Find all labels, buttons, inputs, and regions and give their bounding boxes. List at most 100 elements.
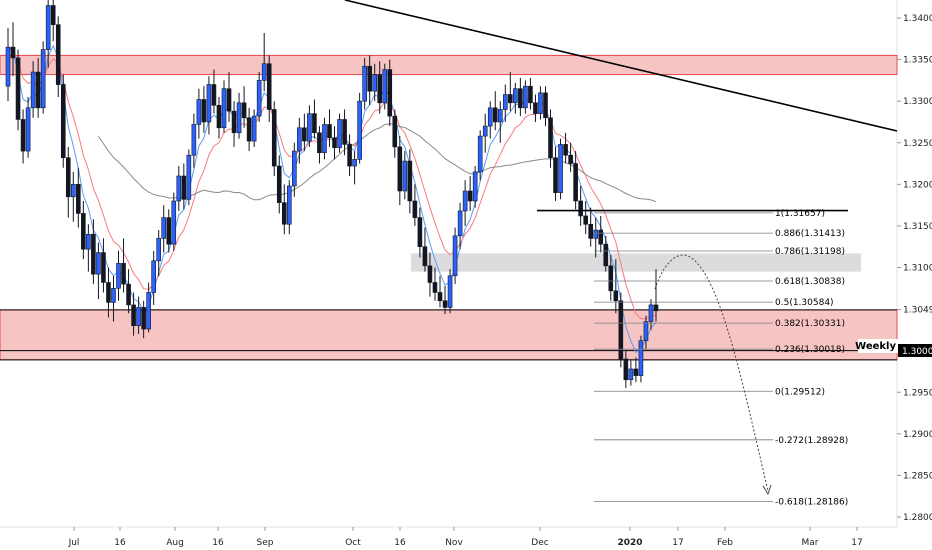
candle[interactable] (111, 275, 116, 322)
candle[interactable] (287, 180, 292, 235)
candle[interactable] (412, 184, 418, 226)
candle[interactable] (563, 132, 568, 164)
candle[interactable] (633, 357, 639, 383)
candle[interactable] (583, 200, 588, 235)
candle[interactable] (25, 97, 31, 158)
candle[interactable] (447, 269, 453, 314)
candle[interactable] (382, 63, 388, 110)
trendline[interactable] (344, 0, 898, 132)
candle[interactable] (201, 86, 207, 133)
price-axis[interactable]: 1.34000 1.33500 1.33000 1.32500 1.32000 1.315… (897, 14, 932, 523)
candle[interactable] (482, 113, 488, 153)
projection-path[interactable] (654, 254, 769, 492)
candle[interactable] (553, 146, 558, 201)
candle[interactable] (141, 300, 146, 339)
candle[interactable] (578, 185, 583, 226)
candle[interactable] (106, 267, 111, 318)
candle[interactable] (548, 109, 553, 168)
candle[interactable] (422, 227, 428, 272)
price-badge[interactable]: 1.30000 (898, 344, 932, 357)
candle[interactable] (256, 72, 262, 122)
candle[interactable] (216, 97, 222, 139)
candle[interactable] (15, 49, 21, 131)
candle[interactable] (276, 155, 282, 214)
candle[interactable] (206, 76, 212, 135)
candle[interactable] (10, 22, 16, 77)
candle[interactable] (402, 151, 408, 200)
candle[interactable] (417, 207, 423, 258)
candle[interactable] (96, 242, 101, 300)
candle[interactable] (432, 267, 438, 301)
candle[interactable] (503, 84, 508, 122)
candle[interactable] (211, 69, 217, 114)
candle[interactable] (60, 74, 66, 168)
candle[interactable] (271, 101, 277, 177)
consolidation-zone[interactable] (411, 253, 861, 272)
candle[interactable] (588, 207, 593, 247)
candle[interactable] (297, 117, 302, 164)
candle[interactable] (86, 224, 91, 272)
candle[interactable] (397, 136, 403, 206)
candle[interactable] (261, 32, 267, 92)
candle[interactable] (5, 27, 11, 102)
candle[interactable] (50, 0, 56, 42)
candle[interactable] (312, 99, 317, 139)
candle[interactable] (186, 149, 192, 206)
candle[interactable] (81, 200, 86, 260)
candle[interactable] (508, 72, 513, 112)
candle[interactable] (166, 209, 172, 253)
candle[interactable] (281, 184, 287, 235)
candle[interactable] (492, 91, 498, 131)
candle[interactable] (65, 146, 71, 218)
candle[interactable] (342, 109, 347, 156)
candle[interactable] (322, 117, 327, 160)
candle[interactable] (477, 130, 483, 181)
candle[interactable] (151, 250, 156, 305)
candle[interactable] (45, 0, 51, 68)
candle[interactable] (613, 259, 619, 314)
candle[interactable] (638, 335, 644, 383)
candle[interactable] (653, 269, 659, 322)
candle[interactable] (387, 59, 393, 127)
candle[interactable] (337, 113, 342, 153)
drawings-layer[interactable] (344, 0, 898, 496)
candle[interactable] (246, 107, 252, 152)
candle[interactable] (196, 88, 202, 139)
candle[interactable] (191, 113, 197, 168)
candle[interactable] (40, 41, 46, 114)
candle[interactable] (603, 235, 609, 272)
candle[interactable] (427, 252, 433, 297)
candle[interactable] (628, 360, 634, 386)
candle[interactable] (347, 134, 352, 177)
candle[interactable] (35, 57, 41, 118)
candle[interactable] (136, 296, 141, 335)
candle[interactable] (357, 92, 362, 164)
candle[interactable] (121, 238, 126, 293)
candle[interactable] (101, 238, 106, 293)
candle[interactable] (538, 86, 543, 120)
candle[interactable] (71, 171, 76, 222)
candle[interactable] (251, 109, 257, 147)
candle[interactable] (231, 101, 237, 147)
candle[interactable] (317, 126, 322, 164)
candle[interactable] (618, 292, 624, 368)
candle[interactable] (55, 16, 61, 98)
candle[interactable] (523, 80, 528, 114)
fibonacci-retracement[interactable]: 1(1.31657) 0.886(1.31413) 0.786(1.31198) 0.… (594, 209, 848, 508)
candle[interactable] (116, 250, 121, 301)
candle[interactable] (452, 227, 458, 285)
candle[interactable] (467, 176, 473, 211)
candle[interactable] (437, 275, 443, 308)
candle[interactable] (442, 285, 448, 315)
candle[interactable] (462, 180, 468, 226)
candle[interactable] (307, 105, 312, 147)
candle[interactable] (623, 350, 629, 389)
candle[interactable] (20, 109, 26, 164)
candle[interactable] (352, 151, 357, 185)
candle[interactable] (528, 77, 533, 110)
candle[interactable] (126, 269, 131, 314)
candle[interactable] (226, 72, 232, 122)
candle[interactable] (573, 151, 578, 210)
candle[interactable] (608, 255, 614, 301)
